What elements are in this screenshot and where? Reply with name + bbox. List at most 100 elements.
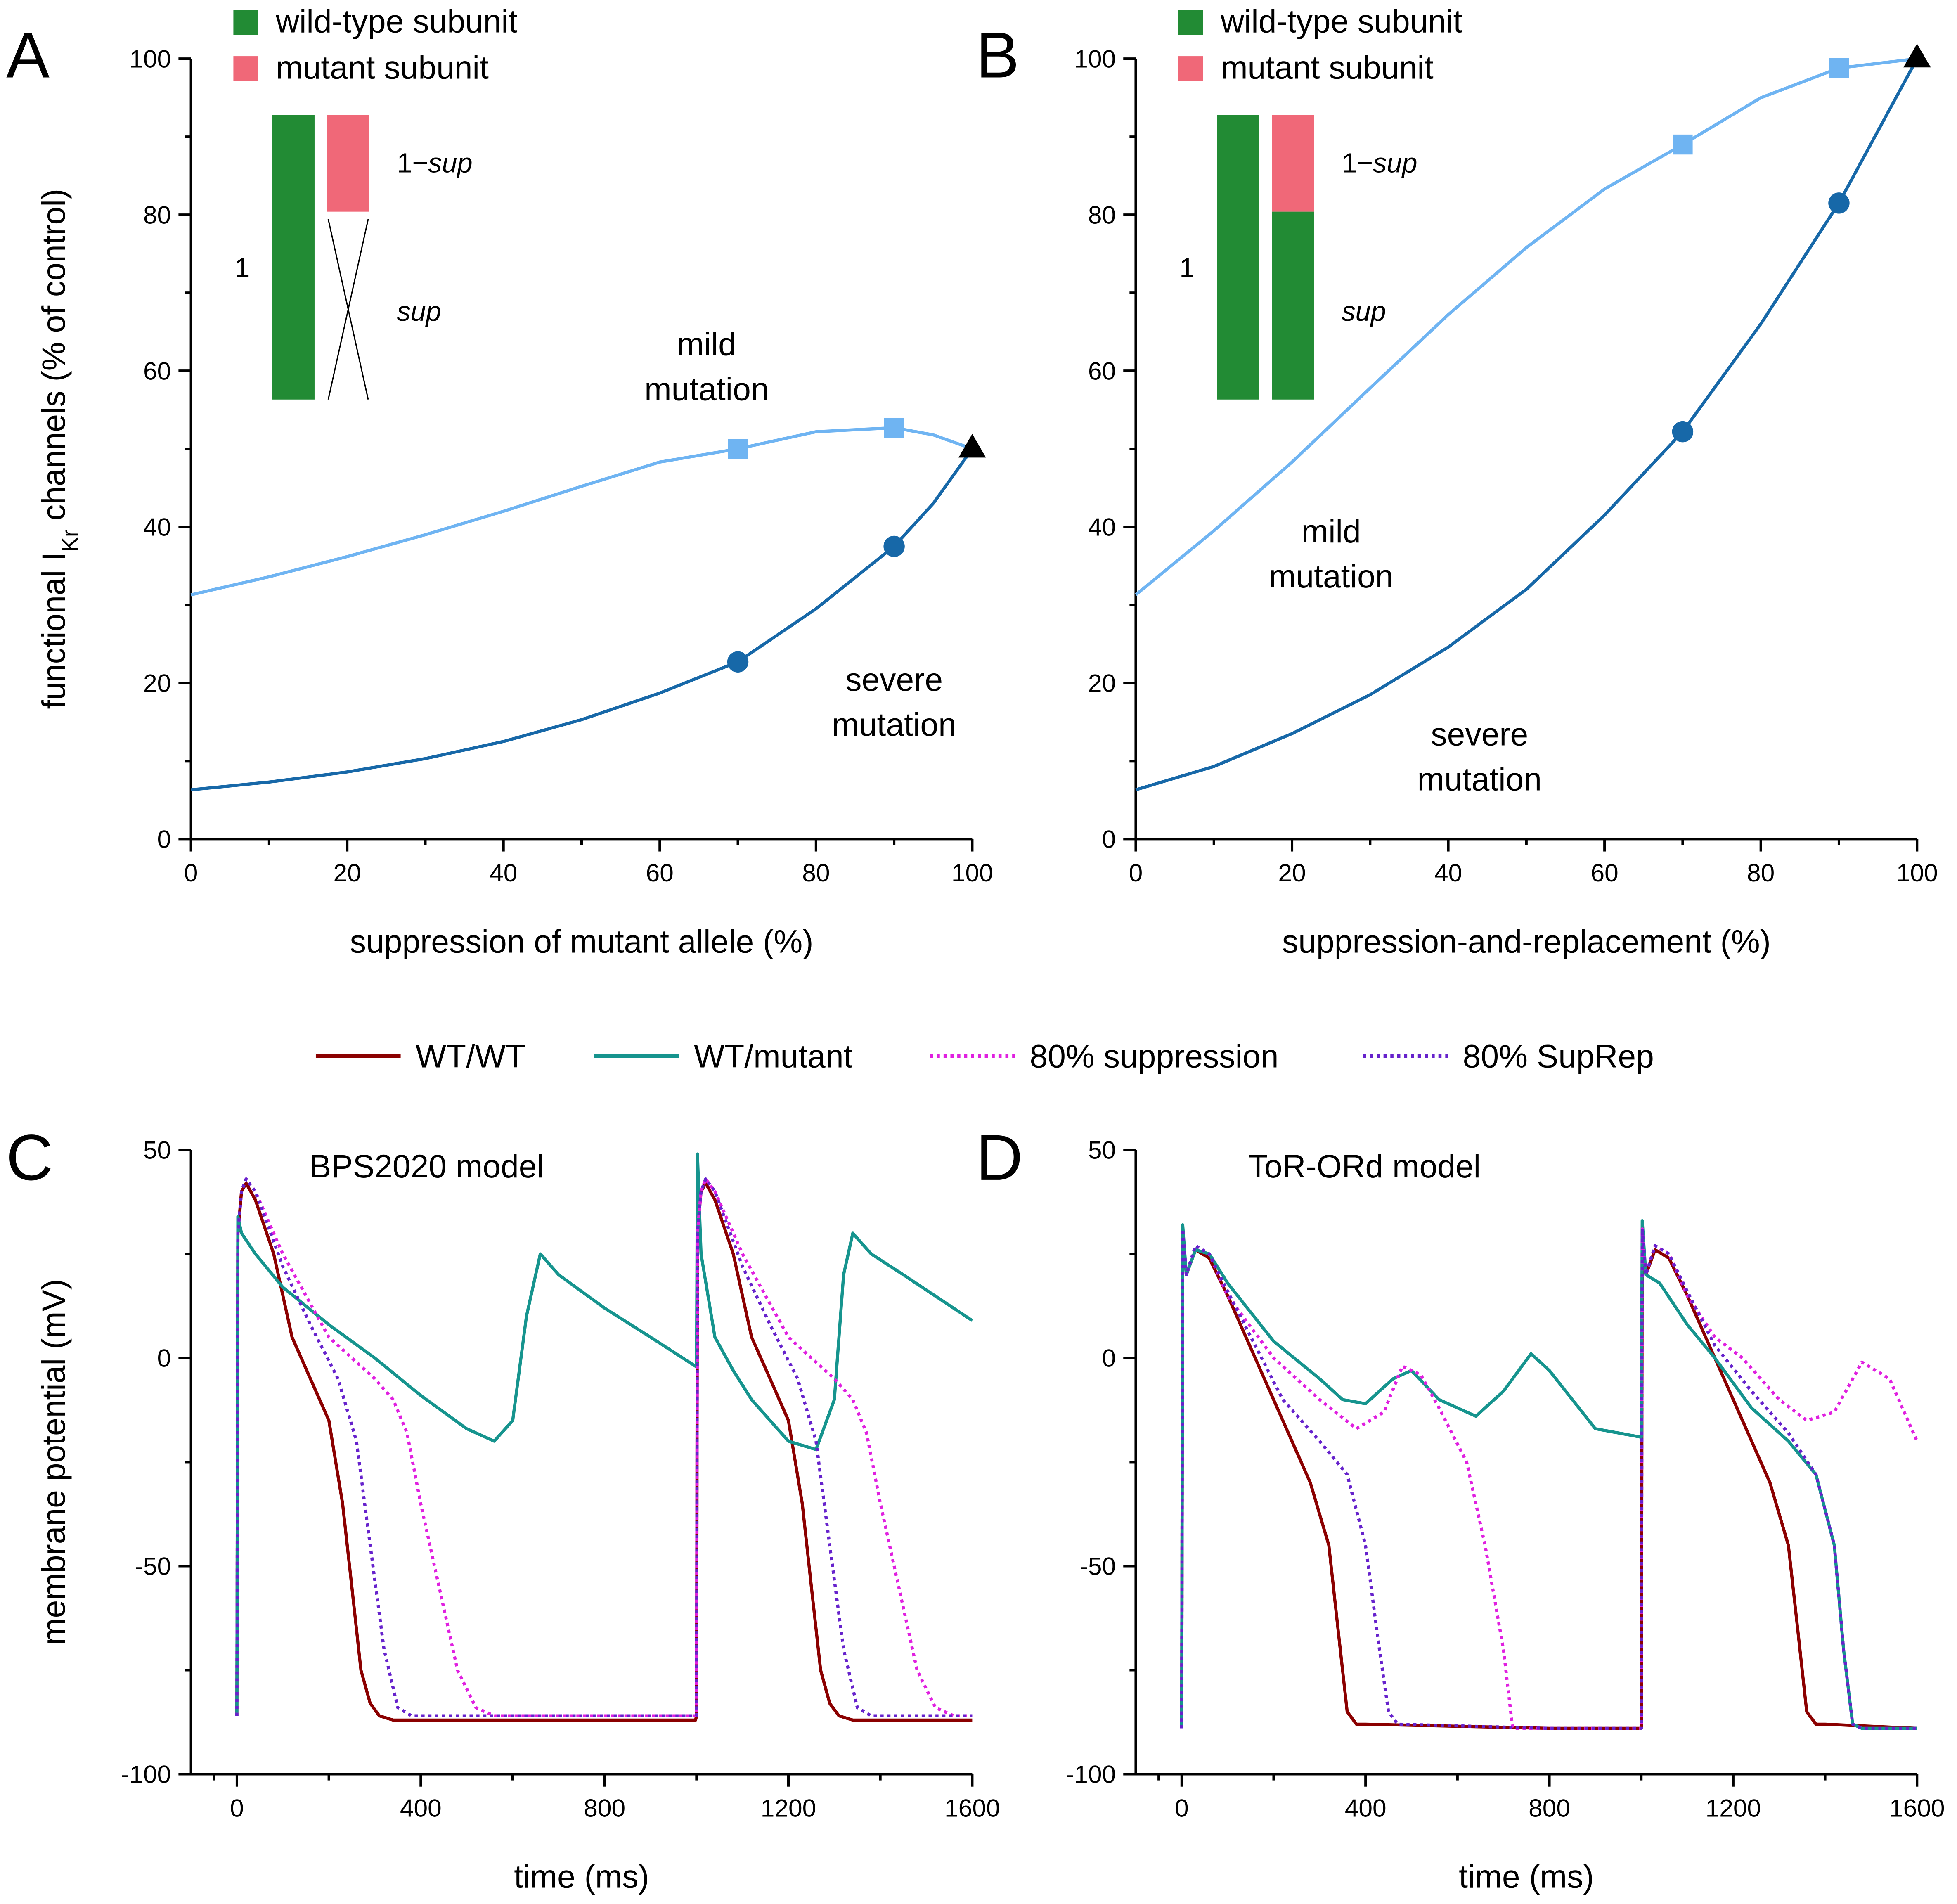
x-tick-label: 0	[1129, 859, 1143, 887]
annotation-text: severe	[845, 661, 943, 698]
y-axis-label: functional IKr channels (% of control)	[35, 189, 82, 709]
x-tick-label: 1200	[761, 1794, 816, 1822]
annotation-text: mutation	[1417, 761, 1542, 797]
y-tick-label: 100	[129, 45, 171, 73]
series-line-80-suprep	[235, 1177, 973, 1718]
triangle-marker	[1903, 43, 1931, 68]
legend-label: WT/WT	[416, 1038, 525, 1075]
inset-label-top-italic: sup	[1373, 148, 1417, 178]
triangle-marker	[958, 433, 986, 458]
x-tick-label: 100	[951, 859, 993, 887]
y-tick-label: 100	[1074, 45, 1116, 73]
y-tick-label: 40	[143, 513, 171, 541]
series-line-severe-mutation	[1135, 58, 1919, 791]
y-axis-label-main: functional I	[35, 552, 72, 709]
y-axis-label-subscript: Kr	[57, 530, 83, 552]
x-tick-label: 80	[802, 859, 830, 887]
inset-cross-line	[327, 219, 369, 400]
y-tick-label: -50	[135, 1552, 171, 1580]
inset-label-top-prefix: 1−	[1342, 148, 1373, 178]
y-tick-label: 0	[1102, 1344, 1116, 1372]
annotation-text: mutation	[832, 706, 956, 743]
inset-wildtype-bar	[272, 115, 315, 400]
series-line-mild-mutation	[1135, 57, 1917, 596]
inset-label-top: 1−sup	[1342, 148, 1417, 178]
series-line-80-suppression	[235, 1177, 973, 1718]
x-tick-label: 60	[1591, 859, 1619, 887]
inset-label-one: 1	[234, 253, 250, 283]
inset-label-bottom: sup	[1342, 296, 1386, 327]
y-tick-label: 0	[1102, 825, 1116, 853]
series-line-wt-wt	[235, 1182, 973, 1722]
annotation-text: mutation	[644, 371, 769, 407]
square-marker	[1829, 58, 1849, 78]
legend-label: mutant subunit	[1221, 50, 1434, 86]
panel-letter: D	[976, 1122, 1023, 1194]
y-tick-label: 0	[157, 825, 171, 853]
series-line-wt-mutant	[235, 1152, 973, 1716]
y-axis-label: membrane potential (mV)	[35, 1279, 72, 1645]
x-tick-label: 800	[1529, 1794, 1570, 1822]
panel-letter: C	[6, 1122, 53, 1194]
y-tick-label: 40	[1088, 513, 1116, 541]
legend-label: 80% SupRep	[1463, 1038, 1654, 1075]
y-tick-label: 50	[143, 1136, 171, 1164]
panel-letter: B	[976, 19, 1019, 91]
x-tick-label: 400	[400, 1794, 442, 1822]
x-axis-label: suppression of mutant allele (%)	[350, 924, 814, 960]
x-tick-label: 1200	[1706, 1794, 1761, 1822]
panel-b: B 0 20 40 60 80 100 0 20 40 60 80 100 suppression-and…	[976, 3, 1938, 960]
series-line-80-suprep	[1180, 1227, 1917, 1730]
panel-letter: A	[6, 19, 50, 91]
y-tick-label: -50	[1080, 1552, 1116, 1580]
y-tick-label: 0	[157, 1344, 171, 1372]
annotation-text: mild	[677, 326, 736, 362]
y-axis-label-rest: channels (% of control)	[35, 189, 72, 530]
circle-marker	[727, 651, 749, 673]
legend-label: wild-type subunit	[275, 3, 518, 40]
x-tick-label: 0	[230, 1794, 244, 1822]
y-tick-label: 80	[143, 201, 171, 229]
panel-d: D -100 -50 0 50 0 400 800 1200 1600 time (ms) ToR-O…	[976, 1122, 1945, 1895]
legend-label: mutant subunit	[276, 50, 489, 86]
inset-label-one: 1	[1179, 253, 1195, 283]
x-tick-label: 800	[584, 1794, 625, 1822]
square-marker	[884, 417, 904, 438]
series-line-80-suppression	[1180, 1227, 1919, 1730]
x-tick-label: 100	[1896, 859, 1938, 887]
y-tick-label: 60	[143, 357, 171, 385]
series-line-wt-wt	[1180, 1227, 1917, 1730]
inset-mutant-bar	[327, 115, 369, 212]
legend-label: wild-type subunit	[1220, 3, 1462, 40]
legend-swatch	[233, 56, 258, 81]
x-tick-label: 0	[1175, 1794, 1189, 1822]
x-axis-label: time (ms)	[514, 1859, 649, 1895]
series-line-wt-mutant	[1180, 1219, 1917, 1730]
square-marker	[1673, 134, 1693, 155]
inset-wildtype-bar	[1217, 115, 1259, 400]
legend-label: 80% suppression	[1029, 1038, 1278, 1075]
y-tick-label: 80	[1088, 201, 1116, 229]
x-tick-label: 0	[184, 859, 198, 887]
legend-label: WT/mutant	[694, 1038, 852, 1075]
inset-label-top-italic: sup	[428, 148, 472, 178]
inset-replacement-bar	[1272, 211, 1314, 400]
y-tick-label: 20	[143, 669, 171, 697]
annotation-text: mild	[1302, 513, 1361, 549]
x-tick-label: 20	[1278, 859, 1306, 887]
y-tick-label: -100	[1066, 1760, 1116, 1788]
x-tick-label: 80	[1747, 859, 1775, 887]
x-tick-label: 20	[334, 859, 361, 887]
x-axis-label: time (ms)	[1459, 1859, 1594, 1895]
circle-marker	[1828, 192, 1850, 214]
legend-swatch	[1178, 56, 1203, 81]
y-tick-label: 50	[1088, 1136, 1116, 1164]
panel-a: A 0 20 40 60 80 100 0 20 40 60 80 100 suppression of …	[6, 3, 993, 960]
legend-swatch	[1178, 10, 1203, 35]
series-line-mild-mutation	[190, 426, 973, 597]
inset-mutant-bar	[1272, 115, 1314, 212]
y-tick-label: 20	[1088, 669, 1116, 697]
x-tick-label: 40	[490, 859, 517, 887]
square-marker	[728, 439, 748, 459]
circle-marker	[1672, 421, 1694, 443]
